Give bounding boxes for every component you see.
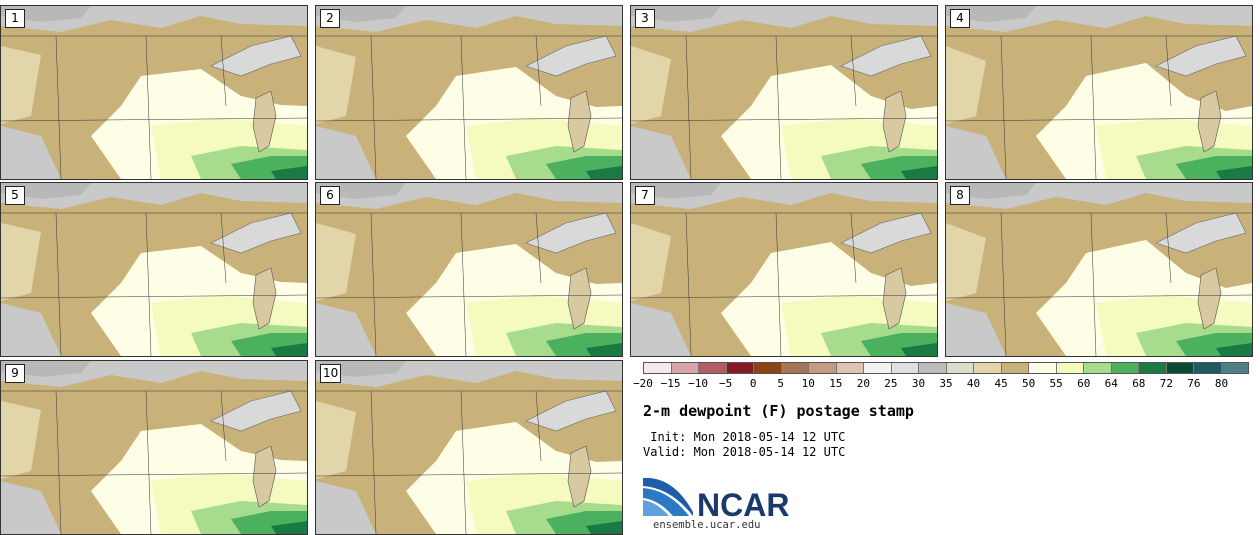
colorbar-swatch bbox=[726, 363, 754, 373]
colorbar-tick-label: −15 bbox=[660, 377, 681, 390]
colorbar-tick-label: 5 bbox=[777, 377, 785, 390]
stamp-member-number: 10 bbox=[320, 364, 342, 383]
plot-title: 2-m dewpoint (F) postage stamp bbox=[643, 402, 914, 420]
colorbar-swatch bbox=[1139, 363, 1167, 373]
colorbar-swatch bbox=[781, 363, 809, 373]
colorbar-tick-label: 25 bbox=[884, 377, 898, 390]
postage-stamp-map: 9 bbox=[0, 360, 308, 535]
colorbar-tick-label: −20 bbox=[633, 377, 653, 390]
colorbar-swatch bbox=[1221, 363, 1248, 373]
colorbar-swatch bbox=[699, 363, 727, 373]
postage-stamp-map: 1 bbox=[0, 5, 308, 180]
colorbar-tick-label: −10 bbox=[688, 377, 709, 390]
colorbar-swatch bbox=[1029, 363, 1057, 373]
stamp-member-number: 9 bbox=[5, 364, 25, 383]
postage-stamp-map: 8 bbox=[945, 182, 1253, 357]
postage-stamp-map: 4 bbox=[945, 5, 1253, 180]
colorbar-tick-label: −5 bbox=[719, 377, 733, 390]
colorbar-tick-label: 72 bbox=[1159, 377, 1173, 390]
colorbar-tick-label: 64 bbox=[1104, 377, 1118, 390]
stamp-member-number: 2 bbox=[320, 9, 340, 28]
colorbar-swatch bbox=[836, 363, 864, 373]
dewpoint-colorbar bbox=[643, 362, 1249, 374]
colorbar-swatch bbox=[974, 363, 1002, 373]
postage-stamp-map: 10 bbox=[315, 360, 623, 535]
website-url: ensemble.ucar.edu bbox=[653, 519, 761, 531]
colorbar-tick-label: 45 bbox=[994, 377, 1008, 390]
colorbar-tick-label: 15 bbox=[829, 377, 843, 390]
stamp-member-number: 1 bbox=[5, 9, 25, 28]
postage-stamp-map: 6 bbox=[315, 182, 623, 357]
colorbar-tick-label: 30 bbox=[911, 377, 926, 390]
colorbar-swatch bbox=[671, 363, 699, 373]
stamp-member-number: 6 bbox=[320, 186, 340, 205]
init-time: Init: Mon 2018-05-14 12 UTC bbox=[643, 430, 846, 444]
colorbar-swatch bbox=[754, 363, 782, 373]
colorbar-swatch bbox=[1166, 363, 1194, 373]
colorbar-swatch bbox=[644, 363, 672, 373]
postage-stamp-map: 3 bbox=[630, 5, 938, 180]
stamp-member-number: 7 bbox=[635, 186, 655, 205]
colorbar-tick-label: 80 bbox=[1214, 377, 1229, 390]
colorbar-tick-label: 50 bbox=[1022, 377, 1036, 390]
colorbar-swatch bbox=[1001, 363, 1029, 373]
colorbar-swatch bbox=[809, 363, 837, 373]
colorbar-swatch bbox=[919, 363, 947, 373]
colorbar-swatch bbox=[864, 363, 892, 373]
colorbar-tick-labels: −20 −15 −10 −5 0 5 10 15 20 25 30 35 40 45 50 55 60 64 68 7… bbox=[633, 377, 1249, 391]
postage-stamp-map: 5 bbox=[0, 182, 308, 357]
postage-stamp-map: 7 bbox=[630, 182, 938, 357]
colorbar-tick-label: 40 bbox=[966, 377, 981, 390]
colorbar-swatch bbox=[1194, 363, 1222, 373]
colorbar-swatch bbox=[1056, 363, 1084, 373]
colorbar-tick-label: 0 bbox=[749, 377, 757, 390]
colorbar-tick-label: 76 bbox=[1187, 377, 1201, 390]
colorbar-swatch bbox=[1084, 363, 1112, 373]
stamp-member-number: 4 bbox=[950, 9, 970, 28]
ncar-logo: NCAR bbox=[643, 477, 789, 520]
colorbar-tick-label: 20 bbox=[856, 377, 870, 390]
colorbar-tick-label: 10 bbox=[801, 377, 815, 390]
colorbar-tick-label: 35 bbox=[939, 377, 953, 390]
stamp-member-number: 5 bbox=[5, 186, 25, 205]
colorbar-tick-label: 60 bbox=[1077, 377, 1091, 390]
ncar-logo-text: NCAR bbox=[697, 487, 789, 520]
colorbar-tick-label: 55 bbox=[1049, 377, 1063, 390]
valid-time: Valid: Mon 2018-05-14 12 UTC bbox=[643, 445, 846, 459]
colorbar-tick-label: 68 bbox=[1132, 377, 1146, 390]
colorbar-swatch bbox=[946, 363, 974, 373]
colorbar-swatch bbox=[1111, 363, 1139, 373]
colorbar-swatch bbox=[891, 363, 919, 373]
postage-stamp-map: 2 bbox=[315, 5, 623, 180]
stamp-member-number: 3 bbox=[635, 9, 655, 28]
stamp-member-number: 8 bbox=[950, 186, 970, 205]
